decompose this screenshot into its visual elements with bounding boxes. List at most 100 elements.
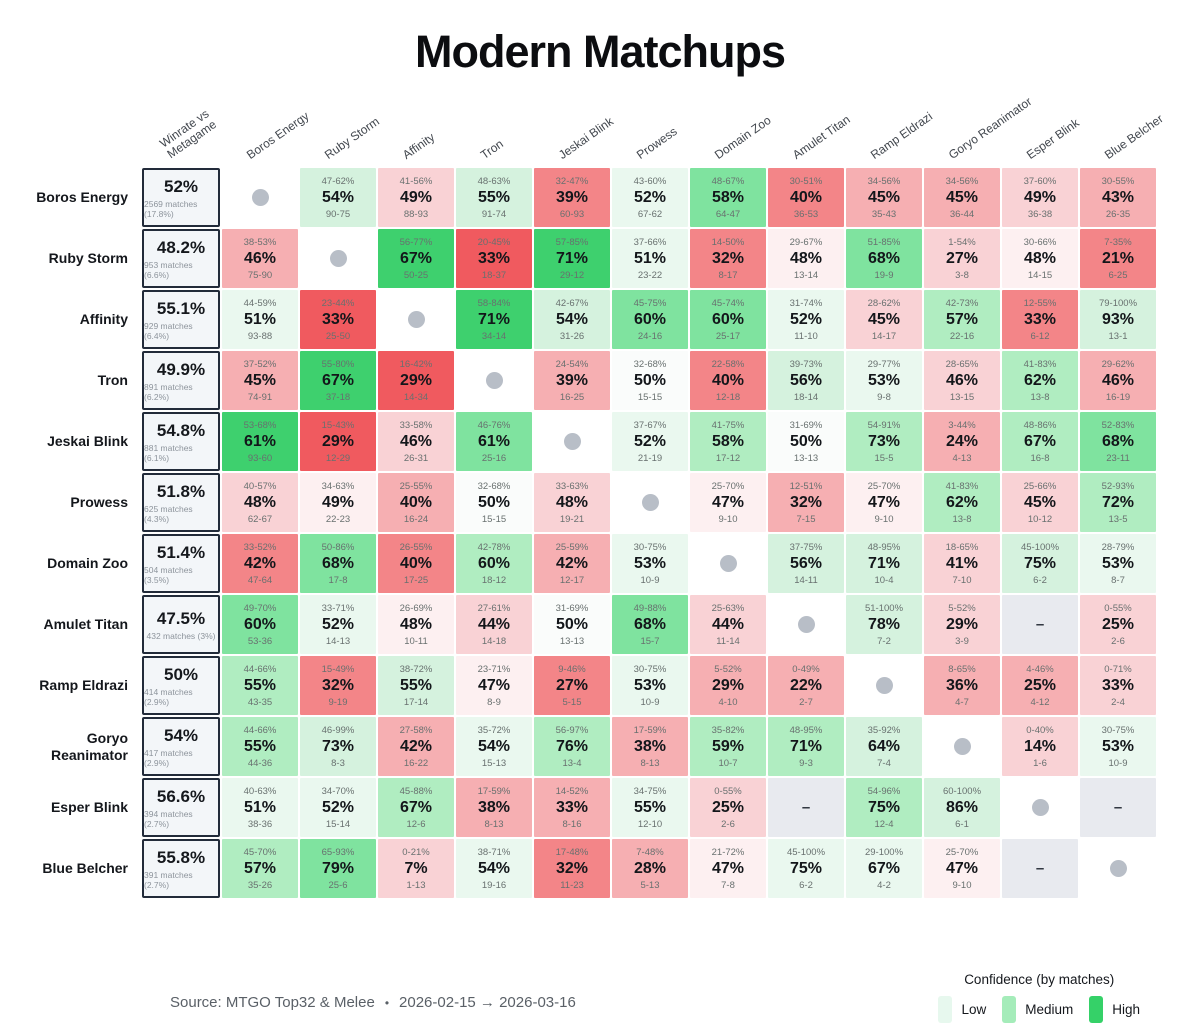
matchup-cell: 30-66% 48% 14-15 (1002, 229, 1078, 288)
confidence-interval: 26-55% (399, 541, 433, 553)
confidence-interval: 29-77% (867, 358, 901, 370)
matchup-cell: 29-67% 48% 13-14 (768, 229, 844, 288)
match-record: 15-14 (325, 818, 351, 830)
confidence-interval: 42-67% (555, 297, 589, 309)
row-label: Prowess (70, 494, 128, 511)
diagonal-cell (378, 290, 454, 349)
match-record: 7-15 (796, 513, 816, 525)
match-record: 12-18 (715, 391, 741, 403)
match-record: 34-14 (481, 330, 507, 342)
match-record: 4-13 (952, 452, 972, 464)
winrate-percent: 60% (711, 310, 745, 328)
matchup-cell: 48-63% 55% 91-74 (456, 168, 532, 227)
matchup-cell: 17-48% 32% 11-23 (534, 839, 610, 898)
confidence-interval: 3-44% (948, 419, 976, 431)
confidence-interval: 56-77% (399, 236, 433, 248)
winrate-percent: 58% (711, 432, 745, 450)
winrate-percent: 25% (1101, 615, 1135, 633)
match-record: 8-3 (331, 757, 345, 769)
matchup-cell: 65-93% 79% 25-6 (300, 839, 376, 898)
matchup-cell: 31-69% 50% 13-13 (768, 412, 844, 471)
col-header: Esper Blink (1002, 102, 1082, 166)
winrate-matches: 881 matches (6.1%) (144, 442, 193, 463)
confidence-interval: 34-56% (867, 175, 901, 187)
col-header: Domain Zoo (690, 102, 774, 166)
match-record: 26-31 (403, 452, 429, 464)
confidence-interval: 15-43% (321, 419, 355, 431)
confidence-interval: 48-86% (1023, 419, 1057, 431)
matchup-cell: 7-48% 28% 5-13 (612, 839, 688, 898)
confidence-interval: 56-97% (555, 724, 589, 736)
matchup-cell: 27-61% 44% 14-18 (456, 595, 532, 654)
col-header: Affinity (378, 102, 454, 166)
col-header: Ramp Eldrazi (846, 102, 935, 166)
match-record: 18-14 (793, 391, 819, 403)
winrate-percent: 32% (321, 676, 355, 694)
confidence-interval: 17-48% (555, 846, 589, 858)
winrate-percent: 53% (1101, 554, 1135, 572)
row-label: Domain Zoo (47, 555, 128, 572)
confidence-interval: 54-91% (867, 419, 901, 431)
match-record: 17-12 (715, 452, 741, 464)
matchup-cell: 4-46% 25% 4-12 (1002, 656, 1078, 715)
no-data-cell: – (1002, 839, 1078, 898)
matchup-cell: 34-63% 49% 22-23 (300, 473, 376, 532)
matchup-cell: 28-62% 45% 14-17 (846, 290, 922, 349)
winrate-value: 55.1% (156, 298, 206, 318)
confidence-interval: 48-95% (789, 724, 823, 736)
match-record: 13-8 (1030, 391, 1050, 403)
matchup-matrix: Winrate vs Metagame Boros Energy Ruby Stor… (22, 94, 1200, 898)
match-record: 93-88 (247, 330, 273, 342)
winrate-percent: 46% (243, 249, 277, 267)
mirror-dot-icon (641, 494, 659, 511)
winrate-percent: 32% (555, 859, 589, 877)
matchup-cell: 18-65% 41% 7-10 (924, 534, 1000, 593)
row-label: Amulet Titan (43, 616, 128, 633)
confidence-interval: 50-86% (321, 541, 355, 553)
confidence-interval: 55-80% (321, 358, 355, 370)
confidence-interval: 12-55% (1023, 297, 1057, 309)
match-record: 10-7 (718, 757, 738, 769)
matchup-cell: 24-54% 39% 16-25 (534, 351, 610, 410)
matchup-cell: 50-86% 68% 17-8 (300, 534, 376, 593)
match-record: 64-47 (715, 208, 741, 220)
match-record: 8-13 (640, 757, 660, 769)
confidence-interval: 48-63% (477, 175, 511, 187)
matchup-cell: 41-56% 49% 88-93 (378, 168, 454, 227)
winrate-percent: 55% (633, 798, 667, 816)
confidence-interval: 39-73% (789, 358, 823, 370)
winrate-percent: 27% (945, 249, 979, 267)
winrate-percent: 67% (1023, 432, 1057, 450)
match-record: 22-23 (325, 513, 351, 525)
winrate-percent: 33% (555, 798, 589, 816)
winrate-percent: 46% (399, 432, 433, 450)
winrate-value: 54.8% (156, 420, 206, 440)
legend-label: Low (961, 1002, 987, 1017)
winrate-percent: 47% (867, 493, 901, 511)
match-record: 13-1 (1108, 330, 1128, 342)
matchup-cell: 48-95% 71% 9-3 (768, 717, 844, 776)
col-header-label: Affinity (399, 129, 438, 162)
row-label: Ruby Storm (48, 250, 128, 267)
confidence-interval: 24-54% (555, 358, 589, 370)
winrate-cell: 50% 414 matches (2.9%) (142, 656, 220, 715)
confidence-interval: 25-70% (945, 846, 979, 858)
match-record: 53-36 (247, 635, 273, 647)
confidence-interval: 46-99% (321, 724, 355, 736)
matchup-cell: 79-100% 93% 13-1 (1080, 290, 1156, 349)
winrate-percent: 67% (399, 798, 433, 816)
matchup-cell: 5-52% 29% 3-9 (924, 595, 1000, 654)
match-record: 12-29 (325, 452, 351, 464)
confidence-interval: 48-95% (867, 541, 901, 553)
winrate-percent: 45% (945, 188, 979, 206)
col-header: Boros Energy (222, 102, 312, 166)
confidence-interval: 54-96% (867, 785, 901, 797)
match-record: 4-2 (877, 879, 891, 891)
row-label: Boros Energy (36, 189, 128, 206)
winrate-percent: 33% (321, 310, 355, 328)
match-record: 16-22 (403, 757, 429, 769)
matchup-cell: 34-70% 52% 15-14 (300, 778, 376, 837)
match-record: 7-2 (877, 635, 891, 647)
matchup-cell: 35-82% 59% 10-7 (690, 717, 766, 776)
row-label: Jeskai Blink (47, 433, 128, 450)
